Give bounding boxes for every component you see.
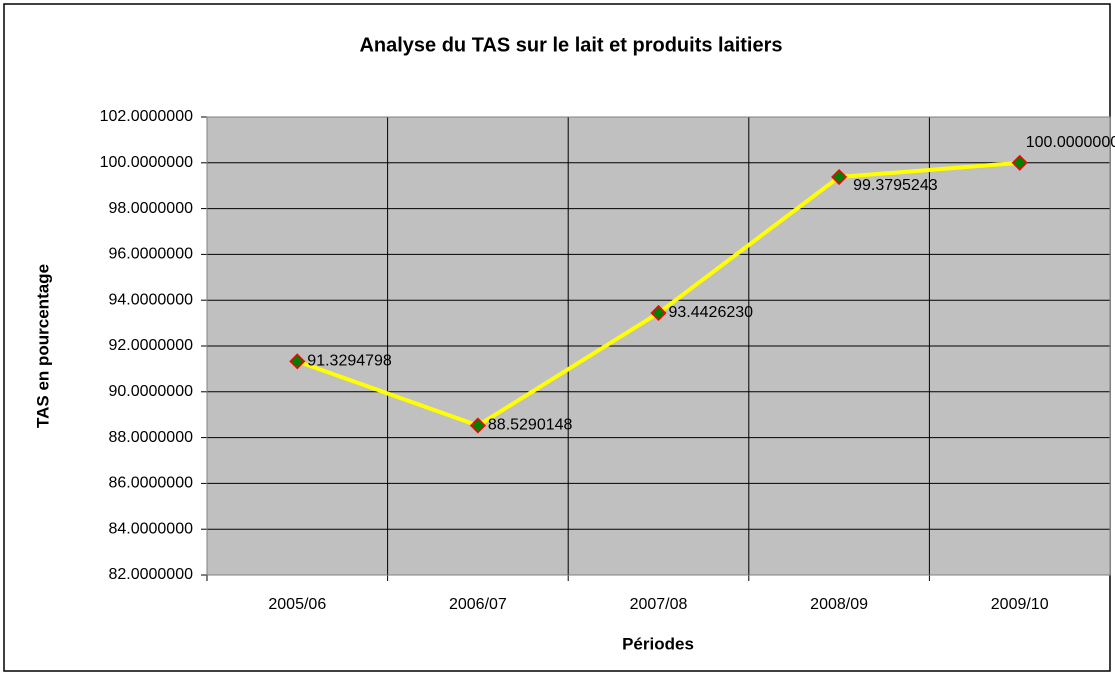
y-tick-label: 96.0000000 <box>108 246 193 263</box>
y-tick-label: 84.0000000 <box>108 520 193 537</box>
y-tick-label: 92.0000000 <box>108 337 193 354</box>
y-tick-label: 98.0000000 <box>108 200 193 217</box>
data-label: 91.3294798 <box>307 353 392 370</box>
plot-border <box>206 116 1111 576</box>
x-tick-label: 2006/07 <box>449 596 507 613</box>
x-tick-label: 2009/10 <box>991 596 1049 613</box>
data-label: 88.5290148 <box>488 417 573 434</box>
y-tick-label: 88.0000000 <box>108 429 193 446</box>
y-tick-label: 102.0000000 <box>100 108 194 125</box>
chart-title: Analyse du TAS sur le lait et produits l… <box>359 34 782 56</box>
marker <box>289 353 306 370</box>
marker <box>1011 154 1028 171</box>
data-label: 100.0000000 <box>1026 134 1115 151</box>
x-axis-label: Périodes <box>622 634 694 653</box>
y-tick-label: 90.0000000 <box>108 383 193 400</box>
marker <box>469 417 486 434</box>
marker <box>831 168 848 186</box>
y-tick-label: 82.0000000 <box>108 566 193 583</box>
y-tick-label: 100.0000000 <box>100 154 194 171</box>
y-axis-label: TAS en pourcentage <box>33 264 52 428</box>
y-tick-label: 86.0000000 <box>108 475 193 492</box>
x-tick-label: 2005/06 <box>268 596 326 613</box>
x-tick-label: 2007/08 <box>630 596 688 613</box>
y-tick-label: 94.0000000 <box>108 291 193 308</box>
data-label: 99.3795243 <box>853 177 938 194</box>
marker <box>650 304 667 322</box>
data-label: 93.4426230 <box>669 304 754 321</box>
x-tick-label: 2008/09 <box>810 596 868 613</box>
